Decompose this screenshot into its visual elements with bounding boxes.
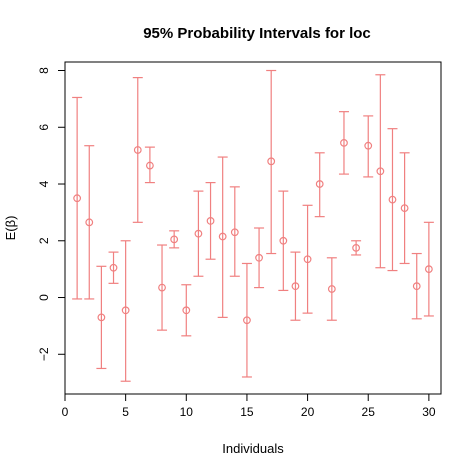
error-bar-16 xyxy=(254,227,265,289)
error-bar-3 xyxy=(96,265,107,370)
error-bar-2 xyxy=(84,145,95,300)
error-bar-5 xyxy=(120,240,131,382)
error-bar-24 xyxy=(351,240,362,256)
mean-point xyxy=(376,167,385,176)
mean-point xyxy=(279,236,288,245)
mean-point xyxy=(424,265,433,274)
y-axis: −2 0 2 4 6 8 xyxy=(37,67,65,361)
error-bar-1 xyxy=(72,96,83,300)
error-bar-8 xyxy=(157,244,168,331)
x-tick-label: 30 xyxy=(422,405,436,419)
y-tick-label: 2 xyxy=(37,237,51,244)
y-tick-label: 0 xyxy=(37,294,51,301)
error-bar-11 xyxy=(193,190,204,277)
x-tick-label: 0 xyxy=(62,405,69,419)
error-bar-21 xyxy=(314,152,325,218)
mean-point xyxy=(255,253,263,262)
error-bar-26 xyxy=(375,74,386,269)
mean-point xyxy=(230,228,239,237)
mean-point xyxy=(170,235,179,244)
mean-point xyxy=(97,313,106,322)
mean-point xyxy=(85,218,94,227)
error-bar-20 xyxy=(302,204,313,314)
mean-point xyxy=(133,146,142,154)
x-tick-label: 25 xyxy=(362,405,376,419)
error-bar-6 xyxy=(132,77,143,223)
error-bar-17 xyxy=(266,69,277,255)
y-tick-label: 6 xyxy=(37,124,51,131)
mean-point xyxy=(267,157,276,166)
mean-point xyxy=(243,316,251,325)
mean-point xyxy=(121,306,130,315)
error-bar-19 xyxy=(290,251,301,321)
error-bar-14 xyxy=(229,186,240,277)
x-tick-label: 20 xyxy=(301,405,315,419)
y-tick-label: −2 xyxy=(37,347,51,361)
error-bars xyxy=(72,69,434,382)
x-tick-label: 15 xyxy=(240,405,254,419)
error-bar-15 xyxy=(241,262,252,378)
x-tick-label: 10 xyxy=(180,405,194,419)
error-bar-18 xyxy=(278,190,289,292)
mean-point xyxy=(327,285,336,293)
error-bar-22 xyxy=(326,257,337,321)
chart-title: 95% Probability Intervals for loc xyxy=(143,25,371,42)
error-bar-4 xyxy=(108,251,119,284)
mean-point xyxy=(388,195,397,204)
mean-point xyxy=(412,282,421,291)
mean-point xyxy=(315,180,324,188)
error-bar-27 xyxy=(387,128,398,272)
error-bar-12 xyxy=(205,181,216,260)
y-axis-label: E(β) xyxy=(3,216,18,241)
mean-point xyxy=(218,232,227,241)
mean-point xyxy=(109,263,118,272)
mean-point xyxy=(340,138,348,147)
plot-frame xyxy=(64,61,442,395)
error-bar-13 xyxy=(217,156,228,318)
error-bar-30 xyxy=(423,221,434,317)
mean-point xyxy=(73,194,82,203)
error-bar-28 xyxy=(399,152,410,265)
x-axis-label: Individuals xyxy=(222,441,284,456)
error-bar-29 xyxy=(411,252,422,320)
error-bar-25 xyxy=(363,115,374,178)
mean-point xyxy=(291,282,300,291)
error-bar-23 xyxy=(338,111,349,175)
y-tick-label: 4 xyxy=(37,180,51,187)
y-tick-label: 8 xyxy=(37,67,51,74)
x-tick-label: 5 xyxy=(122,405,129,419)
error-bar-10 xyxy=(181,284,192,337)
mean-point xyxy=(158,283,166,292)
mean-point xyxy=(303,255,312,264)
mean-point xyxy=(182,306,191,315)
mean-point xyxy=(206,217,215,225)
mean-point xyxy=(194,229,203,238)
error-bar-9 xyxy=(169,230,180,249)
mean-point xyxy=(400,204,409,213)
error-bar-7 xyxy=(144,146,155,184)
mean-point xyxy=(352,243,360,252)
mean-point xyxy=(146,161,154,170)
x-axis: 0 5 10 15 20 25 30 xyxy=(62,394,436,419)
mean-point xyxy=(364,141,373,150)
